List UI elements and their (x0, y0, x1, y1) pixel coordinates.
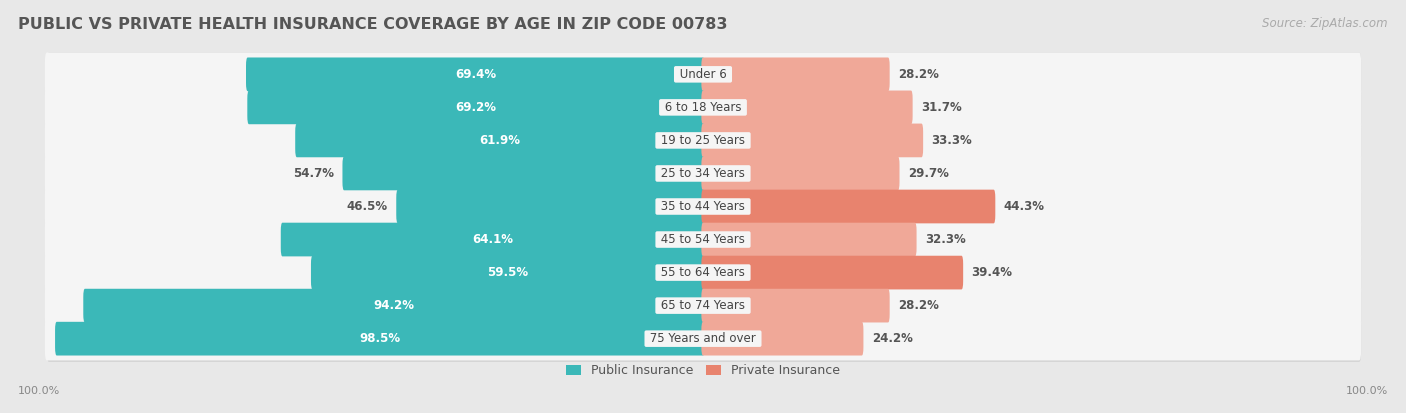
Text: 69.4%: 69.4% (454, 68, 496, 81)
Text: 28.2%: 28.2% (898, 299, 939, 312)
Text: 98.5%: 98.5% (360, 332, 401, 345)
Text: 39.4%: 39.4% (972, 266, 1012, 279)
Text: 64.1%: 64.1% (472, 233, 513, 246)
FancyBboxPatch shape (246, 57, 704, 91)
FancyBboxPatch shape (247, 90, 704, 124)
FancyBboxPatch shape (83, 289, 704, 323)
FancyBboxPatch shape (45, 284, 1361, 328)
Text: 59.5%: 59.5% (488, 266, 529, 279)
FancyBboxPatch shape (281, 223, 704, 256)
Text: 28.2%: 28.2% (898, 68, 939, 81)
FancyBboxPatch shape (45, 85, 1361, 129)
FancyBboxPatch shape (396, 190, 704, 223)
FancyBboxPatch shape (702, 123, 924, 157)
Text: 100.0%: 100.0% (18, 387, 60, 396)
Text: 24.2%: 24.2% (872, 332, 912, 345)
Text: 32.3%: 32.3% (925, 233, 966, 246)
Text: 94.2%: 94.2% (374, 299, 415, 312)
FancyBboxPatch shape (311, 256, 704, 290)
Legend: Public Insurance, Private Insurance: Public Insurance, Private Insurance (561, 359, 845, 382)
Text: 55 to 64 Years: 55 to 64 Years (657, 266, 749, 279)
FancyBboxPatch shape (343, 157, 704, 190)
FancyBboxPatch shape (45, 52, 1361, 96)
FancyBboxPatch shape (45, 152, 1361, 195)
Text: 35 to 44 Years: 35 to 44 Years (657, 200, 749, 213)
Text: 45 to 54 Years: 45 to 54 Years (657, 233, 749, 246)
Text: 33.3%: 33.3% (931, 134, 972, 147)
FancyBboxPatch shape (295, 123, 704, 157)
FancyBboxPatch shape (46, 185, 1361, 230)
FancyBboxPatch shape (702, 256, 963, 290)
Text: Under 6: Under 6 (676, 68, 730, 81)
FancyBboxPatch shape (45, 251, 1361, 294)
Text: 6 to 18 Years: 6 to 18 Years (661, 101, 745, 114)
Text: 65 to 74 Years: 65 to 74 Years (657, 299, 749, 312)
FancyBboxPatch shape (702, 57, 890, 91)
FancyBboxPatch shape (46, 85, 1361, 131)
Text: 75 Years and over: 75 Years and over (647, 332, 759, 345)
FancyBboxPatch shape (702, 322, 863, 356)
FancyBboxPatch shape (46, 284, 1361, 329)
Text: 46.5%: 46.5% (347, 200, 388, 213)
Text: 19 to 25 Years: 19 to 25 Years (657, 134, 749, 147)
FancyBboxPatch shape (46, 317, 1361, 362)
FancyBboxPatch shape (45, 218, 1361, 261)
Text: 29.7%: 29.7% (908, 167, 949, 180)
FancyBboxPatch shape (46, 119, 1361, 164)
Text: 54.7%: 54.7% (294, 167, 335, 180)
Text: Source: ZipAtlas.com: Source: ZipAtlas.com (1263, 17, 1388, 29)
FancyBboxPatch shape (702, 289, 890, 323)
Text: 31.7%: 31.7% (921, 101, 962, 114)
FancyBboxPatch shape (702, 223, 917, 256)
FancyBboxPatch shape (46, 218, 1361, 263)
FancyBboxPatch shape (702, 190, 995, 223)
FancyBboxPatch shape (45, 317, 1361, 361)
Text: 25 to 34 Years: 25 to 34 Years (657, 167, 749, 180)
Text: 44.3%: 44.3% (1004, 200, 1045, 213)
FancyBboxPatch shape (45, 119, 1361, 162)
Text: 61.9%: 61.9% (479, 134, 520, 147)
FancyBboxPatch shape (702, 90, 912, 124)
FancyBboxPatch shape (46, 52, 1361, 97)
Text: PUBLIC VS PRIVATE HEALTH INSURANCE COVERAGE BY AGE IN ZIP CODE 00783: PUBLIC VS PRIVATE HEALTH INSURANCE COVER… (18, 17, 728, 31)
FancyBboxPatch shape (46, 152, 1361, 197)
FancyBboxPatch shape (46, 251, 1361, 296)
Text: 69.2%: 69.2% (456, 101, 496, 114)
Text: 100.0%: 100.0% (1346, 387, 1388, 396)
FancyBboxPatch shape (45, 185, 1361, 228)
FancyBboxPatch shape (55, 322, 704, 356)
FancyBboxPatch shape (702, 157, 900, 190)
